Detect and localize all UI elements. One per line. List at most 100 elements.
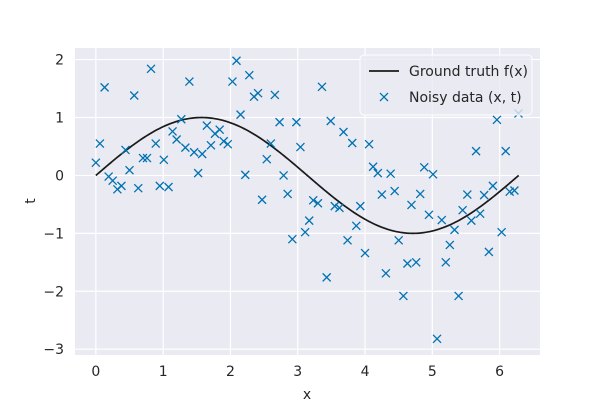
y-axis-label: t bbox=[23, 198, 39, 204]
data-point bbox=[270, 90, 280, 100]
data-point bbox=[172, 135, 182, 144]
data-point bbox=[317, 82, 327, 92]
x-tick-label: 0 bbox=[91, 364, 100, 380]
data-point bbox=[287, 234, 297, 244]
data-point bbox=[445, 240, 455, 250]
data-point bbox=[168, 126, 178, 136]
x-axis-label: x bbox=[303, 387, 311, 400]
data-point bbox=[330, 201, 340, 211]
data-point bbox=[466, 216, 476, 226]
data-point bbox=[497, 227, 507, 237]
data-point bbox=[215, 125, 225, 135]
data-point bbox=[116, 181, 126, 191]
data-point bbox=[308, 195, 318, 205]
data-point bbox=[424, 210, 434, 220]
x-tick-label: 4 bbox=[361, 364, 370, 380]
data-point bbox=[419, 162, 429, 172]
data-point bbox=[407, 200, 416, 210]
data-point bbox=[100, 82, 110, 92]
data-point bbox=[262, 154, 272, 164]
data-point bbox=[193, 168, 203, 178]
data-point bbox=[142, 153, 152, 163]
scatter-series-layer bbox=[91, 56, 523, 344]
y-tick-label: −3 bbox=[43, 342, 64, 358]
data-point bbox=[275, 117, 285, 127]
data-point bbox=[411, 257, 421, 267]
y-tick-label: 1 bbox=[55, 111, 64, 127]
x-tick-label: 5 bbox=[428, 364, 437, 380]
data-point bbox=[492, 115, 502, 125]
data-point bbox=[184, 77, 194, 87]
data-point bbox=[322, 272, 332, 282]
data-point bbox=[155, 181, 165, 191]
data-point bbox=[253, 88, 263, 98]
legend-x-marker bbox=[379, 92, 389, 102]
data-point bbox=[133, 183, 143, 193]
data-point bbox=[386, 169, 396, 179]
data-point bbox=[121, 145, 130, 155]
data-point bbox=[364, 139, 374, 149]
x-tick-labels: 0 1 2 3 4 5 6 bbox=[91, 364, 504, 380]
legend-x-marker-icon bbox=[379, 92, 389, 102]
data-point bbox=[223, 139, 233, 149]
data-point bbox=[509, 186, 519, 195]
data-point bbox=[180, 143, 190, 153]
y-tick-label: −1 bbox=[43, 226, 64, 242]
data-point bbox=[458, 205, 468, 215]
data-point bbox=[189, 147, 199, 157]
data-point bbox=[373, 168, 383, 178]
data-point bbox=[138, 153, 148, 163]
data-point bbox=[347, 138, 357, 148]
data-point bbox=[266, 139, 276, 149]
data-point bbox=[244, 70, 254, 80]
data-point bbox=[351, 221, 361, 231]
data-point bbox=[283, 189, 293, 199]
data-point bbox=[91, 158, 101, 168]
data-point bbox=[360, 248, 370, 258]
data-point bbox=[462, 190, 472, 200]
data-point bbox=[343, 235, 352, 245]
data-point bbox=[471, 146, 481, 156]
data-point bbox=[176, 114, 186, 124]
line-series-layer bbox=[95, 116, 520, 235]
data-point bbox=[129, 91, 139, 100]
data-point bbox=[432, 334, 442, 344]
data-point bbox=[335, 203, 344, 213]
data-point bbox=[454, 291, 464, 301]
x-tick-label: 1 bbox=[159, 364, 168, 380]
data-point bbox=[206, 140, 216, 150]
data-point bbox=[402, 259, 412, 268]
y-tick-label: −2 bbox=[43, 284, 64, 300]
x-tick-label: 2 bbox=[226, 364, 235, 380]
data-point bbox=[125, 165, 134, 175]
data-point bbox=[257, 195, 267, 205]
data-point bbox=[228, 77, 237, 87]
legend-label-noisy-data: Noisy data (x, t) bbox=[409, 90, 522, 106]
data-point bbox=[398, 291, 408, 301]
y-tick-label: 2 bbox=[55, 53, 64, 69]
data-point bbox=[164, 182, 173, 192]
data-point bbox=[151, 139, 161, 149]
data-point bbox=[428, 169, 438, 179]
data-point bbox=[355, 201, 365, 211]
data-point bbox=[488, 181, 498, 191]
data-point bbox=[377, 190, 387, 200]
x-tick-label: 6 bbox=[495, 364, 504, 380]
data-point bbox=[313, 198, 323, 208]
data-point bbox=[501, 146, 511, 156]
data-point bbox=[279, 170, 289, 180]
data-point bbox=[441, 257, 451, 267]
data-point bbox=[295, 142, 305, 152]
legend-label-ground-truth: Ground truth f(x) bbox=[409, 64, 528, 80]
data-point bbox=[95, 139, 105, 149]
data-point bbox=[300, 227, 310, 237]
data-point bbox=[232, 56, 241, 66]
data-point bbox=[484, 247, 494, 257]
y-tick-label: 0 bbox=[55, 168, 64, 184]
data-point bbox=[381, 268, 391, 278]
x-tick-label: 3 bbox=[293, 364, 302, 380]
data-point bbox=[326, 116, 336, 126]
legend-box bbox=[359, 54, 533, 116]
